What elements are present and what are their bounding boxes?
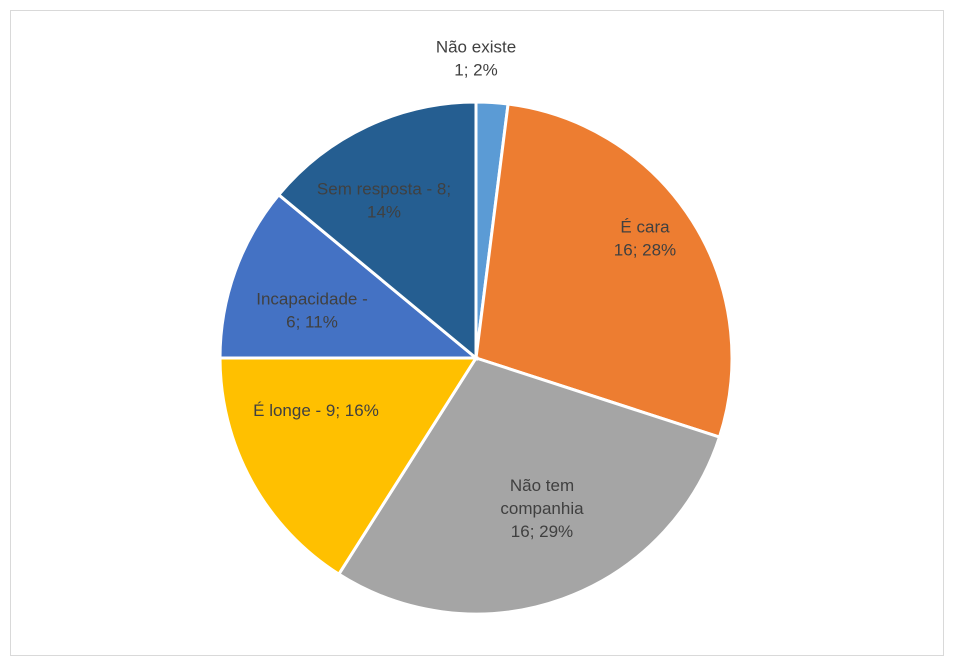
slice-label-line: 1; 2%: [454, 61, 497, 80]
slice-label-line: companhia: [500, 499, 584, 518]
pie-slice: [218, 356, 479, 577]
pie-slice: [474, 102, 734, 439]
slice-label-line: Sem resposta - 8;: [317, 180, 451, 199]
pie-slice: [276, 100, 478, 362]
slice-label: É cara 16; 28%: [614, 218, 676, 260]
slice-label: Não existe 1; 2%: [436, 38, 516, 80]
pie-slice: [336, 356, 722, 616]
slice-label-line: Não tem: [510, 476, 574, 495]
pie-slices: [218, 100, 734, 616]
pie-labels: Não existe 1; 2% É cara 16; 28% Não tem compa…: [253, 38, 676, 542]
pie-slice: [218, 192, 481, 360]
slice-label-line: Incapacidade -: [256, 290, 368, 309]
slice-label: Sem resposta - 8; 14%: [317, 180, 451, 222]
slice-label-line: É longe - 9; 16%: [253, 401, 379, 420]
slice-label: Incapacidade - 6; 11%: [256, 290, 368, 332]
slice-label: É longe - 9; 16%: [253, 401, 379, 420]
slice-label-line: 16; 28%: [614, 241, 676, 260]
slice-label-line: 16; 29%: [511, 522, 573, 541]
slice-label-line: Não existe: [436, 38, 516, 57]
slice-label-line: 14%: [367, 203, 401, 222]
slice-label: Não tem companhia 16; 29%: [500, 476, 584, 541]
slice-label-line: É cara: [620, 218, 670, 237]
slice-label-line: 6; 11%: [286, 313, 338, 332]
